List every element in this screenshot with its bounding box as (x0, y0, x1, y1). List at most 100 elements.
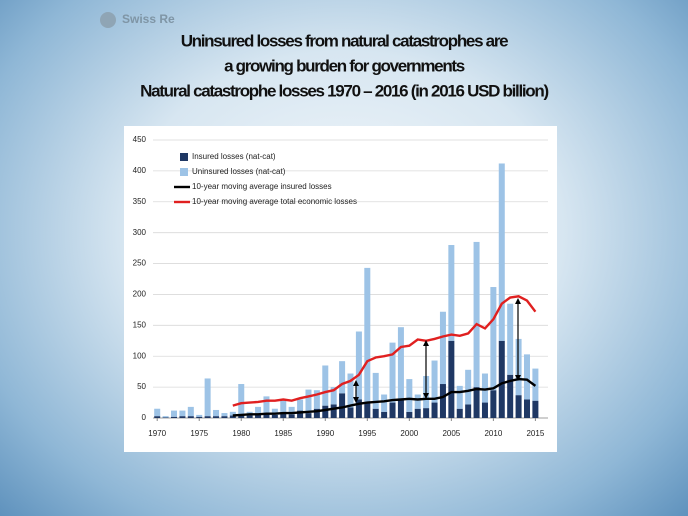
bar (280, 400, 287, 413)
bar (448, 245, 455, 341)
bar (263, 413, 270, 418)
arrow-head (423, 340, 429, 399)
bar (229, 415, 236, 418)
bar (465, 369, 472, 405)
bar (305, 389, 312, 414)
bar (162, 417, 169, 418)
bar (221, 416, 228, 418)
bar (221, 413, 228, 417)
bar (246, 415, 253, 418)
title-line: Natural catastrophe losses 1970 – 2016 (… (140, 81, 548, 100)
bar (187, 416, 194, 418)
y-tick-label: 50 (137, 382, 146, 391)
logo (100, 12, 116, 28)
bar (196, 416, 203, 418)
bar (448, 340, 455, 418)
bar (439, 384, 446, 418)
bar (389, 402, 396, 418)
bar (406, 411, 413, 418)
bar (355, 399, 362, 418)
bar (498, 340, 505, 418)
bar (372, 372, 379, 409)
bar (322, 405, 329, 418)
y-tick-label: 250 (133, 259, 147, 268)
x-tick-label: 1975 (190, 429, 208, 438)
bar (297, 399, 304, 411)
bar (305, 413, 312, 418)
bar (473, 387, 480, 418)
y-tick-label: 100 (133, 351, 147, 360)
annotation-arrows (353, 298, 521, 403)
bar (414, 408, 421, 418)
bar (196, 414, 203, 417)
bar (288, 414, 295, 418)
bar (162, 416, 169, 418)
bar (347, 373, 354, 408)
bar (271, 408, 278, 415)
bar (364, 402, 371, 418)
y-tick-label: 150 (133, 320, 147, 329)
line (232, 377, 537, 417)
bar (439, 311, 446, 385)
bar (238, 384, 245, 416)
bar (473, 241, 480, 388)
bar (431, 402, 438, 418)
bar (523, 399, 530, 418)
x-tick-label: 2000 (400, 429, 418, 438)
bar (481, 373, 488, 403)
title-line: Uninsured losses from natural catastroph… (181, 31, 508, 50)
bar (154, 416, 161, 418)
x-tick-label: 1970 (148, 429, 166, 438)
bar (330, 387, 337, 405)
bar (179, 410, 186, 417)
x-tick-label: 1985 (274, 429, 292, 438)
legend-label: 10-year moving average insured losses (192, 182, 332, 191)
bar (381, 411, 388, 418)
bar (423, 408, 430, 418)
x-tick-label: 2015 (526, 429, 544, 438)
bar (381, 394, 388, 412)
bar (414, 394, 421, 409)
title-line: a growing burden for governments (224, 56, 465, 75)
bar (456, 385, 463, 409)
y-tick-label: 300 (133, 228, 147, 237)
bar (229, 411, 236, 416)
bar (347, 407, 354, 418)
bar (263, 396, 270, 414)
bar (280, 412, 287, 418)
bar (364, 267, 371, 403)
y-tick-label: 450 (133, 135, 147, 144)
bar (255, 414, 262, 418)
arrow-head (353, 380, 359, 403)
bar (322, 365, 329, 406)
bar (187, 406, 194, 417)
bar (355, 331, 362, 400)
bar (498, 163, 505, 341)
bar (171, 416, 178, 418)
bar (330, 404, 337, 418)
y-tick-label: 350 (133, 197, 147, 206)
bar (238, 415, 245, 418)
x-tick-label: 2005 (442, 429, 460, 438)
bar (507, 374, 514, 418)
bar (431, 360, 438, 403)
bar (171, 410, 178, 417)
bar (389, 342, 396, 403)
brand: Swiss Re (122, 12, 175, 26)
bar (523, 354, 530, 400)
bar (179, 416, 186, 418)
x-tick-label: 1990 (316, 429, 334, 438)
y-tick-label: 200 (133, 290, 147, 299)
x-tick-label: 1980 (232, 429, 250, 438)
legend-swatch (180, 168, 188, 176)
y-tick-label: 400 (133, 166, 147, 175)
x-tick-label: 1995 (358, 429, 376, 438)
bar (213, 409, 220, 417)
bar (490, 390, 497, 418)
bar (515, 395, 522, 418)
bar (313, 408, 320, 418)
line (232, 295, 537, 407)
legend-label: Uninsured losses (nat-cat) (192, 167, 286, 176)
